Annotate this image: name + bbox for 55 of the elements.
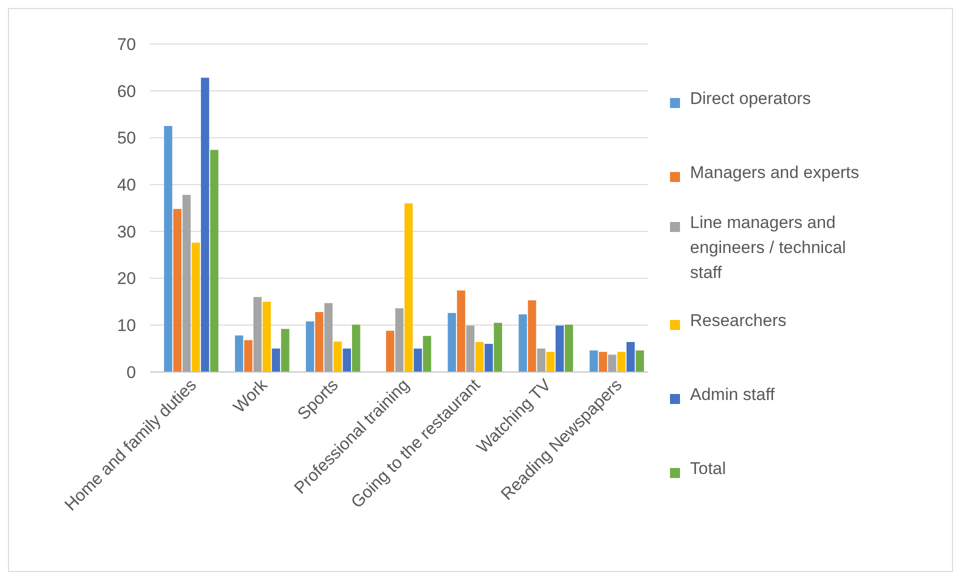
- legend-label: Line managers and engineers / technical staff: [690, 213, 846, 282]
- bar: [422, 336, 432, 372]
- bar: [528, 300, 536, 372]
- bar: [253, 297, 262, 372]
- legend-label: Admin staff: [690, 385, 776, 404]
- legend-label: Total: [690, 459, 726, 478]
- bar: [636, 350, 644, 372]
- y-tick-label: 70: [117, 34, 136, 54]
- bar: [210, 150, 218, 372]
- y-tick-label: 10: [117, 316, 136, 336]
- legend-label: Direct operators: [690, 89, 811, 108]
- bar: [617, 352, 626, 372]
- bar: [192, 242, 200, 372]
- bar: [456, 290, 466, 372]
- bar: [608, 354, 616, 372]
- bar: [404, 203, 413, 372]
- y-tick-label: 60: [117, 82, 136, 101]
- bar: [598, 352, 608, 372]
- bar: [324, 303, 333, 372]
- y-tick-label: 30: [117, 222, 136, 242]
- bar: [518, 314, 527, 372]
- bar: [262, 302, 271, 372]
- bar: [281, 328, 290, 372]
- bar: [626, 342, 635, 372]
- bar: [537, 348, 546, 372]
- bar: [494, 322, 502, 372]
- bar: [244, 340, 252, 372]
- y-tick-label: 0: [126, 362, 136, 382]
- y-tick-label: 50: [117, 128, 136, 148]
- bar: [414, 348, 422, 372]
- legend-label: Managers and experts: [690, 163, 860, 182]
- y-tick-label: 40: [117, 176, 136, 195]
- bar: [334, 342, 342, 372]
- bar: [315, 312, 324, 372]
- bar: [182, 194, 191, 372]
- bar: [352, 324, 360, 372]
- bar: [395, 308, 404, 372]
- bar: [272, 348, 280, 372]
- bar: [386, 330, 394, 372]
- legend-label: Researchers: [690, 311, 786, 330]
- bar: [306, 321, 314, 372]
- bar: [164, 126, 172, 372]
- bar: [564, 324, 574, 372]
- bar: [200, 78, 210, 372]
- bar: [546, 352, 555, 372]
- bar: [342, 348, 352, 372]
- y-tick-label: 20: [117, 269, 136, 288]
- bar: [466, 326, 474, 372]
- bar: [484, 344, 493, 372]
- bar: [475, 342, 484, 372]
- bar: [590, 350, 598, 372]
- bar: [234, 335, 244, 372]
- bar: [556, 326, 564, 372]
- bar: [173, 208, 182, 372]
- bar: [448, 312, 456, 372]
